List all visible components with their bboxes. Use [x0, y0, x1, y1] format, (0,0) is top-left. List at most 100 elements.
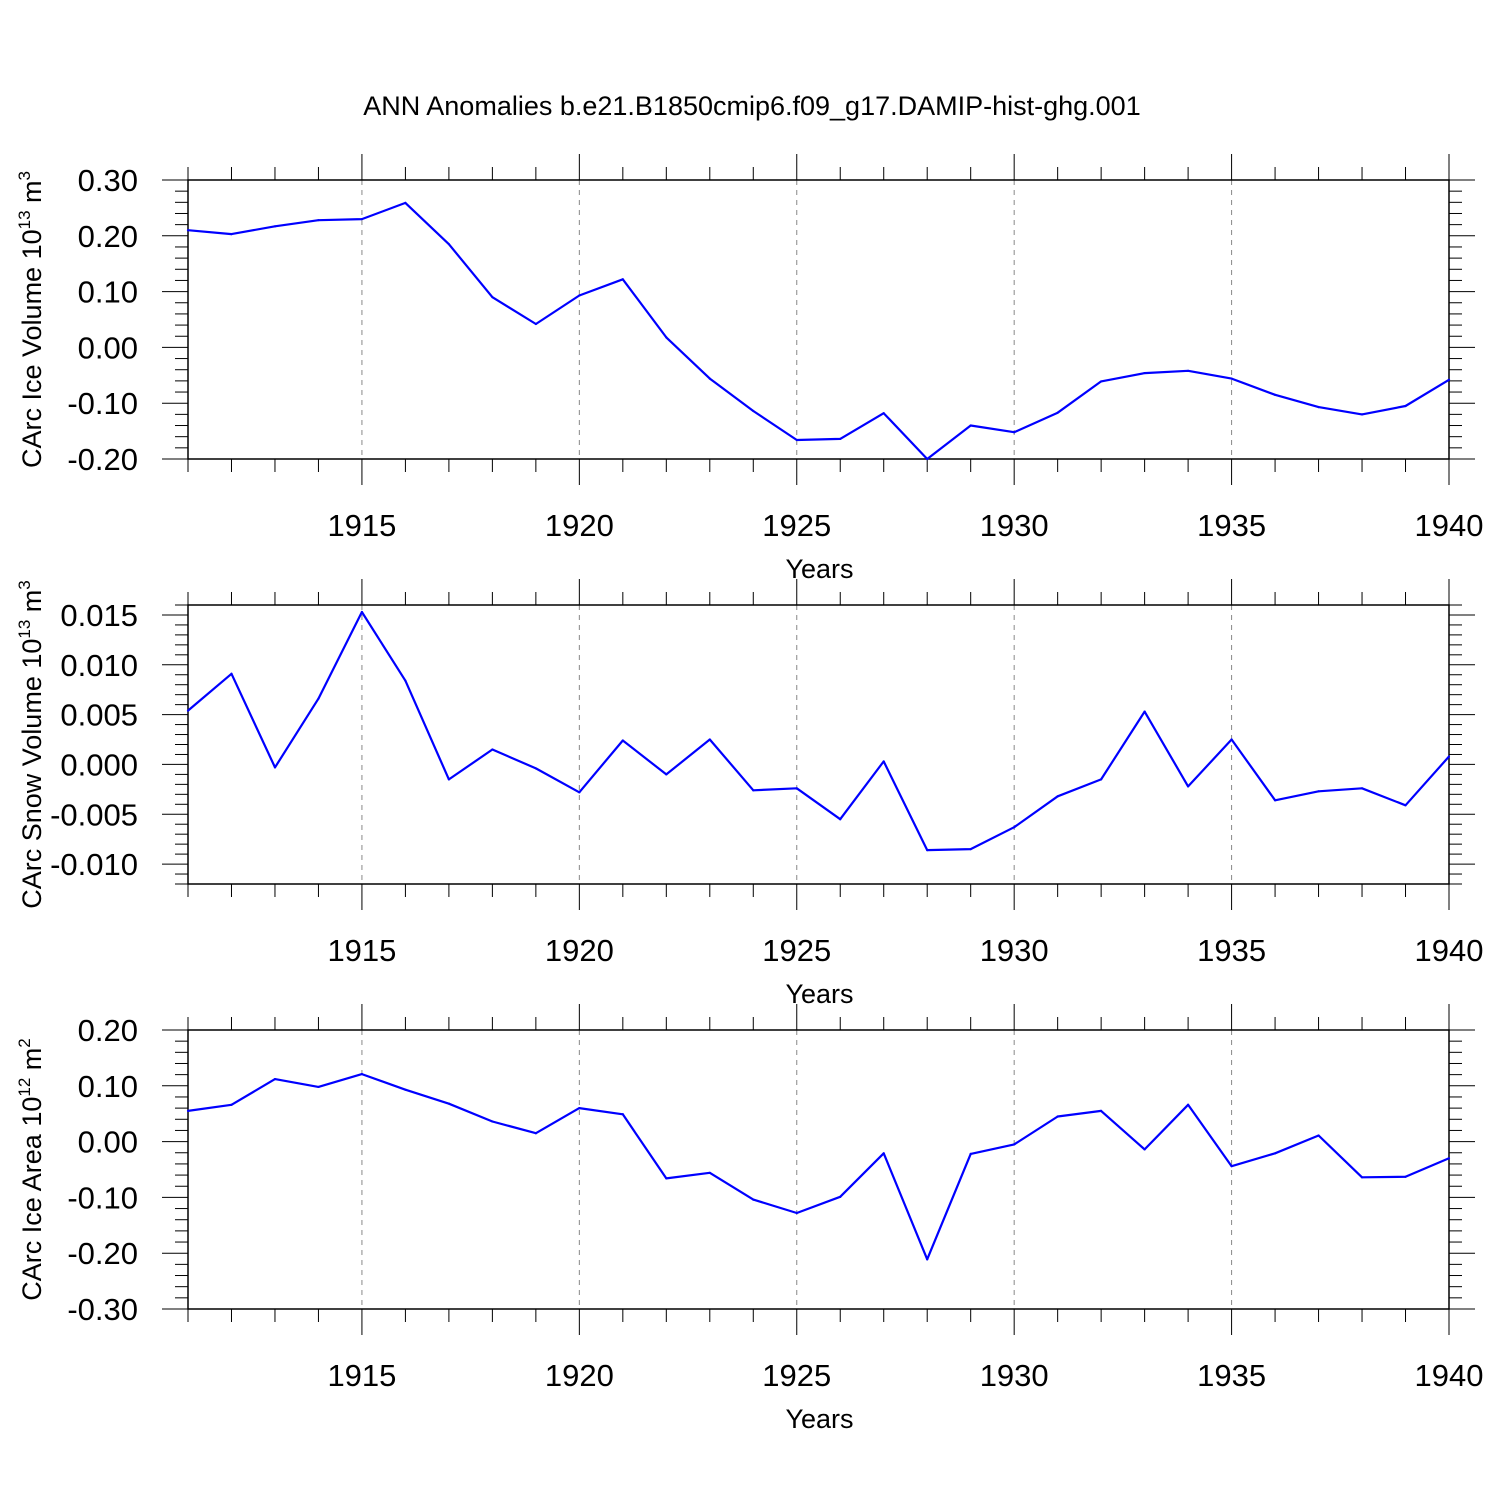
data-point	[578, 294, 581, 297]
y-axis-label-text: CArc Snow Volume 10	[17, 639, 47, 909]
data-point	[1230, 377, 1233, 380]
data-point	[621, 1113, 624, 1116]
data-point	[839, 437, 842, 441]
x-tick-label: 1940	[1415, 1358, 1484, 1393]
x-tick-label: 1940	[1415, 933, 1484, 968]
data-point	[1360, 413, 1364, 416]
y-axis-label: CArc Ice Area 1012 m2	[15, 1038, 47, 1301]
data-point	[1056, 1115, 1059, 1118]
data-point	[317, 219, 320, 222]
data-point	[795, 1211, 798, 1215]
data-point	[1143, 371, 1146, 375]
y-tick-label: 0.00	[78, 330, 138, 365]
data-point	[621, 739, 624, 742]
plot-frame	[187, 179, 1450, 460]
data-point	[447, 778, 450, 781]
data-point	[665, 336, 668, 339]
y-axis-label-superscript: 13	[15, 210, 34, 229]
plot-frame	[187, 604, 1450, 885]
data-point	[404, 201, 407, 204]
data-point	[1187, 1103, 1190, 1106]
y-tick-label: -0.20	[67, 1236, 138, 1271]
y-tick-label: -0.10	[67, 1180, 138, 1215]
data-point	[882, 1152, 885, 1155]
y-tick-label: 0.005	[60, 698, 138, 733]
data-point	[1317, 406, 1320, 409]
data-point	[186, 709, 190, 712]
data-point	[752, 789, 755, 792]
x-tick-label: 1935	[1197, 508, 1266, 543]
data-point	[1143, 710, 1146, 713]
y-tick-label: 0.30	[78, 163, 138, 198]
data-point	[534, 767, 537, 770]
y-tick-label: -0.30	[67, 1292, 138, 1327]
data-point	[708, 1171, 711, 1174]
data-point	[839, 1195, 842, 1198]
x-tick-label: 1930	[980, 933, 1049, 968]
x-axis-label: Years	[785, 1404, 853, 1434]
series-line	[187, 1072, 1450, 1261]
series-line	[187, 201, 1450, 461]
data-point	[882, 412, 885, 415]
data-point	[273, 225, 277, 228]
panel-1: -0.20 -0.10 0.00 0.10 0.20 0.30 1915 1920 1925 19…	[15, 154, 1483, 584]
data-point	[752, 1198, 755, 1201]
data-point	[969, 1152, 972, 1155]
data-point	[491, 296, 494, 299]
y-tick-label: -0.10	[67, 386, 138, 421]
data-point	[534, 1132, 537, 1135]
data-point	[317, 697, 320, 700]
data-point	[1404, 404, 1407, 408]
x-tick-label: 1930	[980, 508, 1049, 543]
data-point	[839, 818, 842, 821]
x-tick-label: 1920	[545, 1358, 614, 1393]
data-point	[969, 848, 972, 851]
data-point	[1317, 1134, 1320, 1137]
data-point	[1056, 411, 1059, 414]
x-tick-label: 1925	[762, 1358, 831, 1393]
x-tick-label: 1925	[762, 508, 831, 543]
data-point	[230, 233, 233, 236]
x-axis-label: Years	[785, 979, 853, 1009]
data-point	[1100, 1109, 1103, 1113]
y-axis-label-text: CArc Ice Area 10	[17, 1097, 47, 1301]
data-point	[447, 1102, 450, 1105]
data-point	[969, 424, 972, 427]
y-tick-label: 0.10	[78, 1069, 138, 1104]
data-point	[1273, 799, 1277, 802]
y-tick-label: -0.010	[50, 847, 138, 882]
data-point	[1273, 393, 1277, 396]
y-axis-label-superscript: 13	[15, 620, 34, 639]
data-point	[795, 438, 798, 442]
y-tick-label: -0.20	[67, 442, 138, 477]
x-tick-label: 1935	[1197, 933, 1266, 968]
data-point	[273, 1078, 277, 1081]
data-point	[926, 1258, 929, 1261]
data-point	[1187, 369, 1190, 372]
data-point	[1317, 790, 1320, 793]
data-point	[1404, 1175, 1407, 1178]
y-tick-label: -0.005	[50, 797, 138, 832]
y-axis-label: CArc Ice Volume 1013 m3	[15, 171, 47, 468]
data-point	[360, 217, 364, 221]
data-point	[795, 787, 798, 790]
y-axis-label-text: CArc Ice Volume 10	[17, 229, 47, 468]
y-axis-label-superscript: 3	[15, 171, 34, 180]
data-point	[317, 1085, 320, 1089]
data-point	[230, 1103, 233, 1106]
y-axis-label: CArc Snow Volume 1013 m3	[15, 580, 47, 909]
x-tick-label: 1935	[1197, 1358, 1266, 1393]
x-tick-label: 1915	[327, 933, 396, 968]
data-point	[1056, 795, 1059, 798]
data-point	[534, 322, 537, 326]
data-point	[1360, 1176, 1364, 1179]
y-tick-label: 0.10	[78, 275, 138, 310]
data-point	[360, 1072, 364, 1076]
data-point	[1360, 787, 1364, 790]
x-tick-label: 1915	[327, 508, 396, 543]
data-point	[1404, 804, 1407, 807]
y-axis-label-text: m	[17, 180, 47, 210]
panel-3: -0.30 -0.20 -0.10 0.00 0.10 0.20 1915 1920 1925 1…	[15, 1004, 1483, 1434]
y-axis-label-text: m	[17, 590, 47, 620]
